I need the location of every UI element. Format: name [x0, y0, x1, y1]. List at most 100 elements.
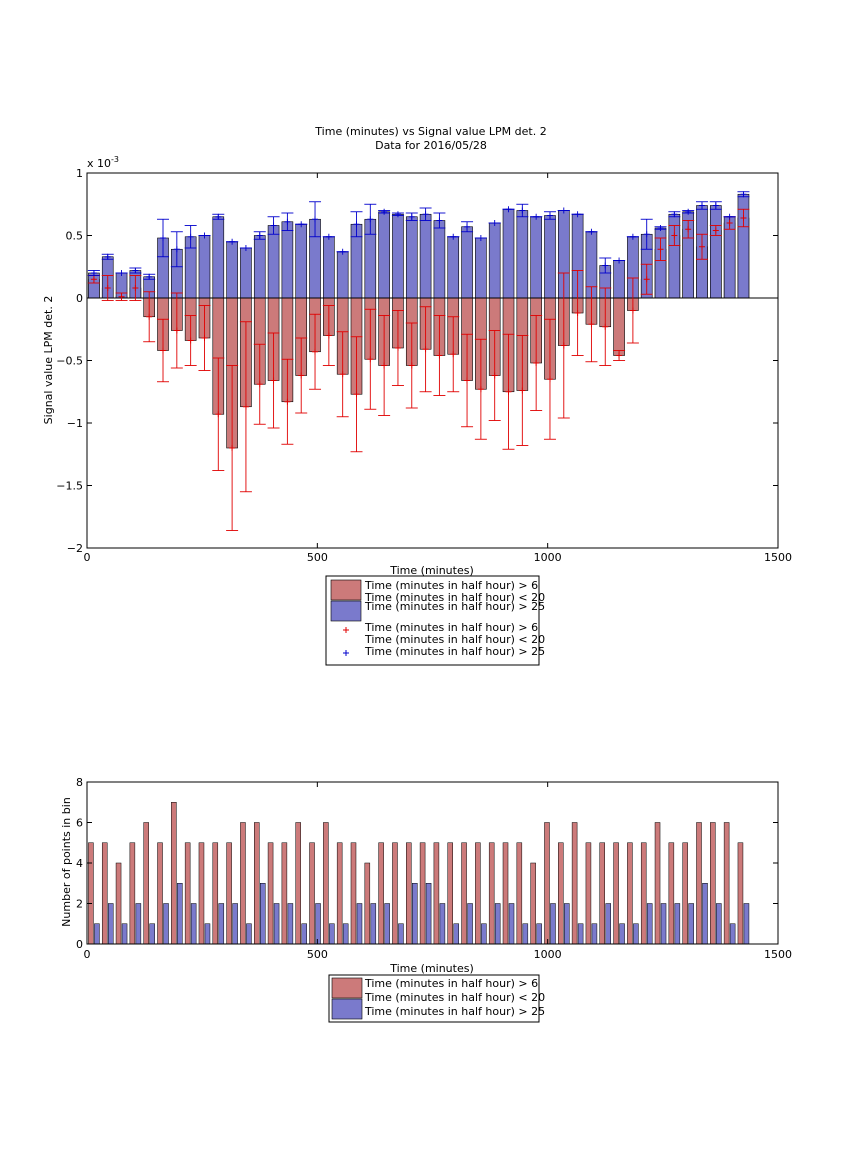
marker-red-42 [671, 232, 678, 239]
count-bar-blue-41 [660, 903, 667, 945]
marker-red-10 [229, 445, 236, 451]
marker-blue-34 [560, 207, 567, 214]
count-bar-blue-31 [522, 923, 529, 945]
count-bar-blue-42 [674, 903, 681, 945]
marker-red-16 [312, 348, 319, 355]
ytick-label-4: −1 [67, 417, 83, 430]
count-bar-blue-6 [177, 883, 183, 945]
xtick-label-1: 500 [307, 551, 328, 564]
marker-blue-39 [629, 233, 636, 240]
count-bar-blue-38 [619, 923, 625, 945]
count-bar-red-40 [640, 842, 647, 945]
count-bar-red-33 [544, 822, 550, 945]
marker-red-27 [464, 377, 471, 384]
top-chart-ylabel: Signal value LPM det. 2 [42, 296, 55, 425]
marker-blue-45 [712, 202, 719, 209]
count-bar-blue-27 [467, 903, 473, 945]
marker-red-40 [643, 276, 650, 283]
marker-blue-28 [477, 235, 484, 241]
marker-red-0 [90, 276, 97, 283]
marker-blue-43 [685, 208, 692, 215]
count-bar-blue-8 [204, 923, 211, 945]
bar-blue-14 [281, 221, 294, 299]
bar-blue-45 [710, 205, 722, 299]
count-bar-red-9 [212, 842, 219, 945]
marker-red-25 [436, 352, 443, 359]
marker-blue-41 [657, 225, 664, 231]
bottom-xtick-label-0: 0 [84, 948, 91, 961]
xtick-label-2: 1000 [534, 551, 562, 564]
marker-blue-40 [643, 231, 650, 238]
count-bar-blue-26 [453, 923, 459, 945]
bottom-chart-xlabel: Time (minutes) [389, 962, 474, 975]
bottom-legend-entry-2: Time (minutes in half hour) > 25 [364, 1005, 545, 1018]
count-bar-red-28 [475, 842, 481, 945]
top-chart-exponent-power: -3 [111, 155, 119, 164]
count-bar-red-22 [392, 842, 398, 945]
count-bar-red-41 [654, 822, 661, 945]
count-bar-red-26 [447, 842, 453, 945]
marker-blue-0 [90, 270, 97, 276]
count-bar-red-43 [682, 842, 688, 945]
marker-blue-22 [394, 211, 401, 218]
legend-marker-3 [343, 650, 349, 656]
marker-red-33 [546, 376, 553, 383]
legend-entry-2-line2: Time (minutes in half hour) < 20 [364, 633, 545, 646]
count-bar-blue-23 [412, 883, 418, 945]
count-bar-red-19 [350, 842, 357, 945]
marker-blue-42 [671, 211, 678, 218]
marker-red-44 [698, 243, 705, 250]
marker-red-18 [339, 371, 346, 378]
count-bar-red-27 [461, 842, 467, 945]
marker-red-46 [726, 220, 733, 226]
legend-swatch-1 [330, 600, 362, 622]
bar-blue-38 [613, 260, 625, 299]
count-bar-blue-40 [646, 903, 653, 945]
marker-blue-20 [367, 216, 374, 223]
bottom-xtick-label-1: 500 [307, 948, 328, 961]
marker-red-37 [602, 323, 609, 330]
count-bar-red-0 [88, 842, 94, 945]
bar-blue-22 [392, 213, 404, 299]
bottom-chart-ylabel: Number of points in bin [60, 797, 73, 927]
marker-blue-33 [546, 212, 553, 219]
count-bar-red-35 [571, 822, 578, 945]
top-chart-title: Time (minutes) vs Signal value LPM det. … [314, 125, 546, 138]
bar-blue-21 [378, 211, 390, 299]
marker-red-11 [242, 403, 249, 410]
count-bar-blue-10 [232, 903, 238, 945]
count-bar-red-30 [502, 842, 509, 945]
marker-red-47 [740, 215, 747, 221]
count-bar-red-46 [723, 822, 730, 945]
bar-blue-11 [240, 247, 252, 299]
marker-red-39 [629, 307, 636, 314]
marker-red-22 [394, 345, 401, 351]
count-bar-red-8 [198, 842, 205, 945]
marker-red-5 [160, 347, 167, 354]
bar-blue-32 [530, 216, 542, 299]
count-bar-blue-7 [190, 903, 197, 945]
count-bar-red-34 [558, 842, 564, 945]
count-bar-red-39 [627, 842, 633, 945]
ytick-label-0: 1 [76, 167, 83, 180]
count-bar-red-6 [171, 802, 177, 945]
count-bar-blue-30 [508, 903, 515, 945]
marker-red-45 [712, 227, 719, 234]
count-bar-blue-16 [315, 903, 321, 945]
marker-blue-18 [339, 248, 346, 255]
marker-blue-36 [588, 228, 595, 235]
bar-blue-23 [405, 216, 418, 299]
count-bar-blue-44 [702, 883, 708, 945]
marker-blue-37 [602, 262, 609, 269]
marker-blue-27 [464, 223, 471, 230]
bottom-legend-swatch-blue [331, 998, 363, 1020]
xtick-label-0: 0 [84, 551, 91, 564]
marker-red-36 [588, 321, 595, 328]
marker-blue-8 [201, 232, 208, 239]
marker-blue-47 [740, 191, 747, 198]
count-bar-blue-17 [329, 923, 335, 945]
marker-blue-9 [215, 213, 222, 220]
marker-red-7 [187, 337, 194, 344]
